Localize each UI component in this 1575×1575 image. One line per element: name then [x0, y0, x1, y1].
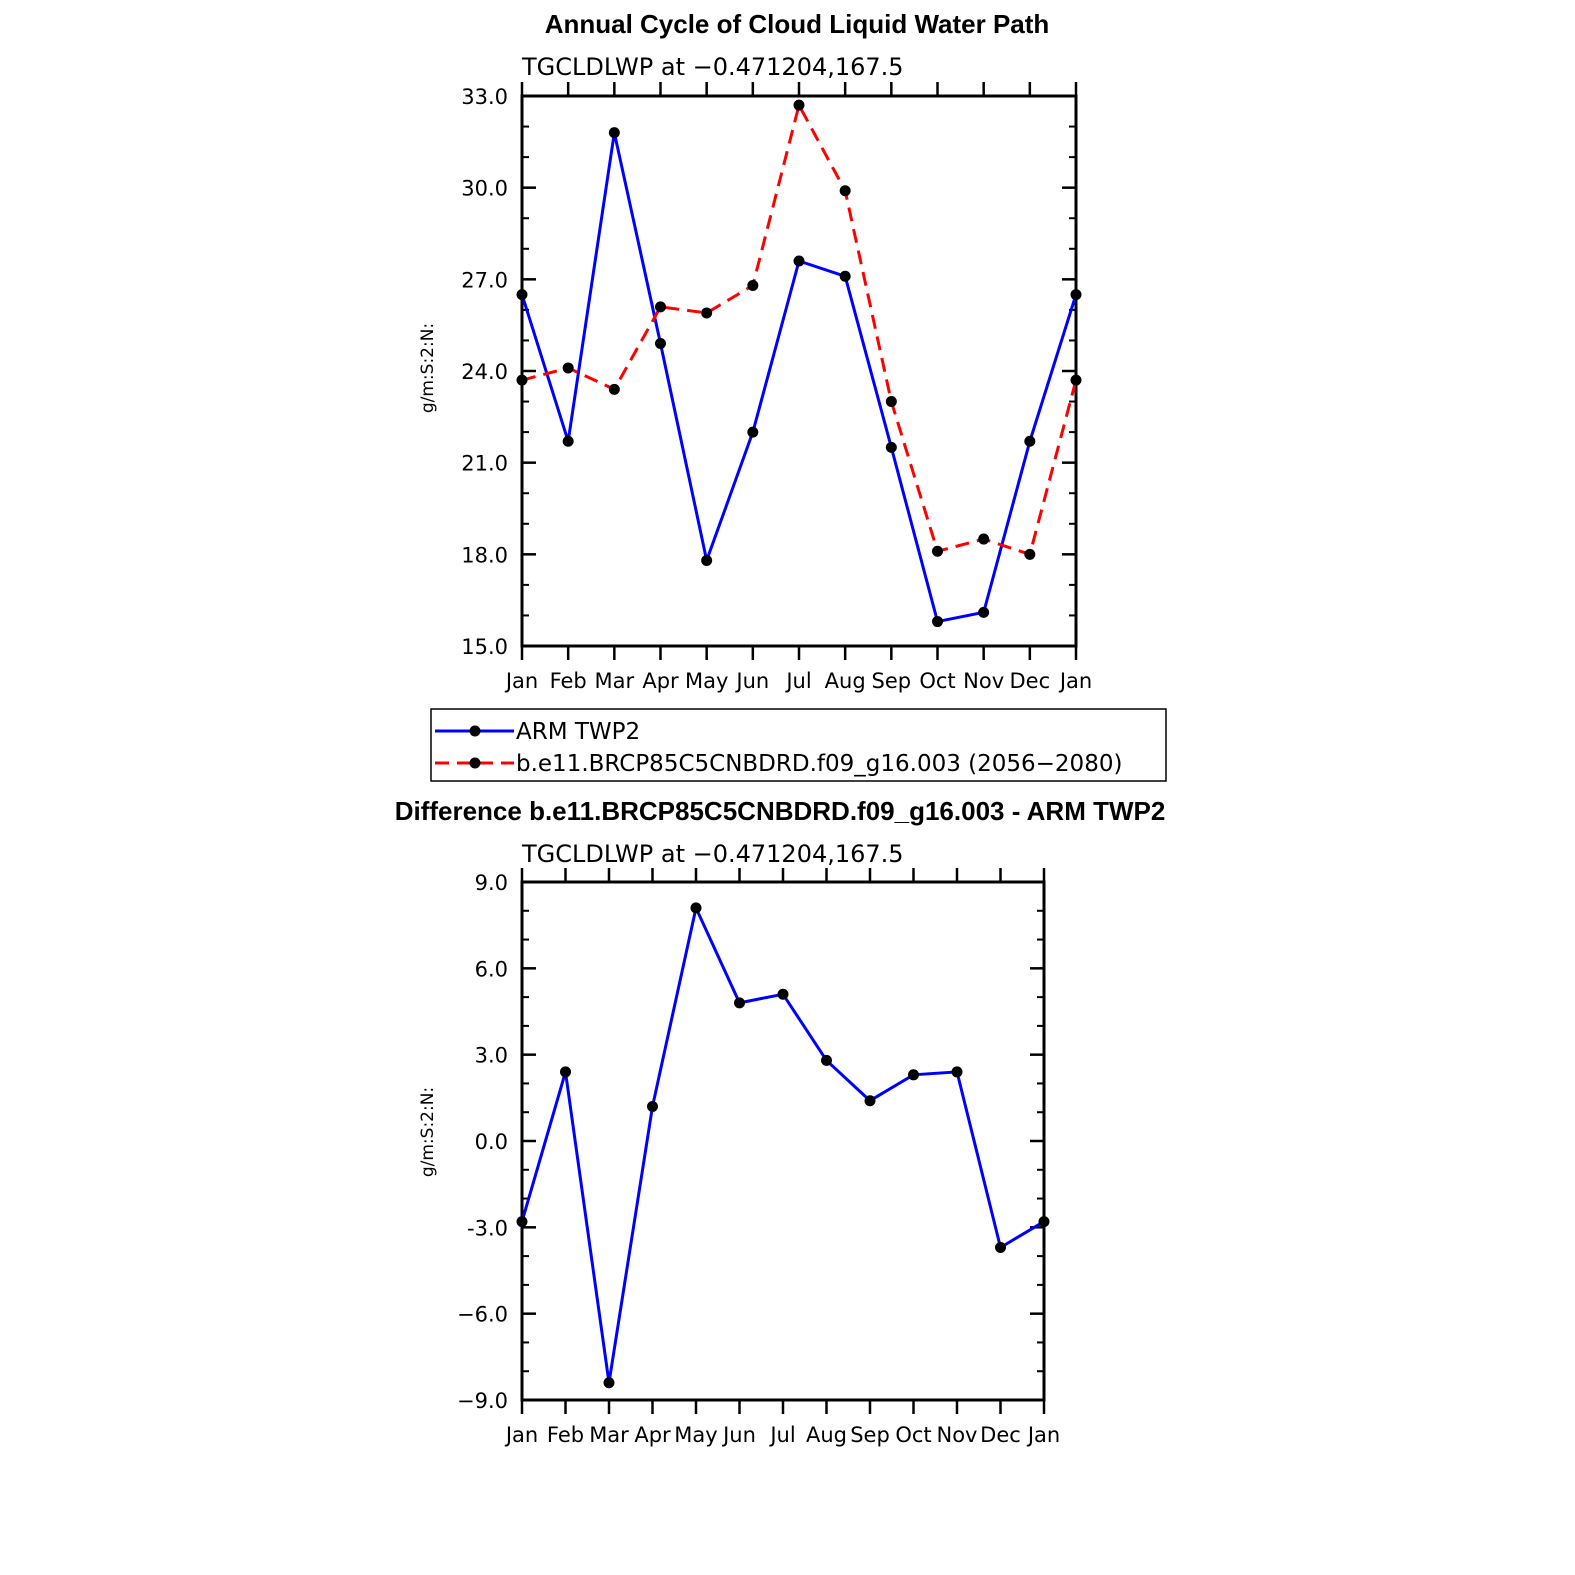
top-plot-frame [520, 94, 1078, 648]
legend-marker-1 [469, 757, 481, 769]
bottom-series-0-point [821, 1054, 832, 1066]
bottom-series-0-point [951, 1066, 963, 1078]
top-series-line-0 [520, 132, 1078, 624]
bottom-xtick-label: Jan [504, 1423, 538, 1447]
legend-label-1: b.e11.BRCP85C5CNBDRD.f09_g16.003 (2056−2… [516, 751, 1122, 777]
bottom-ytick-label: 9.0 [475, 871, 508, 895]
legend-box [430, 708, 1167, 782]
top-series-0-point [1070, 289, 1082, 301]
top-xtick-label: Mar [595, 669, 635, 693]
top-series-0-point [839, 270, 851, 282]
bottom-chart-subtitle: TGCLDLWP at −0.471204,167.5 [521, 840, 904, 868]
bottom-xtick-label: Jun [721, 1423, 756, 1447]
top-series-0-point [562, 435, 574, 447]
bottom-series-0-point [734, 997, 745, 1009]
bottom-series-line-0 [520, 903, 1045, 1383]
bottom-series-0-point [690, 902, 702, 914]
bottom-xtick-label: Dec [980, 1423, 1021, 1447]
top-series-1-point [562, 362, 574, 374]
bottom-series-0-point [516, 1216, 528, 1228]
bottom-series-0-point [777, 988, 789, 1000]
bottom-series-0-point [647, 1100, 658, 1112]
bottom-xtick-label: Mar [589, 1423, 629, 1447]
legend-label-0: ARM TWP2 [516, 719, 640, 745]
top-xtick-label: Aug [825, 669, 866, 693]
top-series-0-point [655, 338, 666, 349]
top-series-1-point [655, 301, 666, 313]
bottom-xtick-label: Nov [937, 1423, 978, 1447]
bottom-ytick-label: −9.0 [457, 1389, 508, 1413]
bottom-series-0-point [864, 1095, 876, 1107]
top-series-0-point [1024, 435, 1036, 447]
top-series-1-point [516, 374, 528, 386]
bottom-series-0-point [560, 1066, 571, 1078]
bottom-ytick-label: -3.0 [467, 1216, 508, 1240]
top-xtick-label: Jun [734, 669, 769, 693]
top-series-1-point [608, 383, 620, 395]
top-xtick-label: Sep [872, 669, 912, 693]
top-series-1-point [885, 396, 897, 408]
bottom-xtick-label: Aug [806, 1423, 847, 1447]
top-series-0-point [885, 441, 897, 453]
bottom-xtick-label: Apr [634, 1423, 671, 1447]
top-series-0-point [608, 127, 620, 139]
top-series-0-point [793, 255, 805, 267]
top-xtick-label: May [685, 669, 728, 693]
bottom-xtick-label: Sep [850, 1423, 890, 1447]
top-ytick-label: 27.0 [461, 268, 508, 292]
top-ytick-label: 15.0 [461, 635, 508, 659]
top-xtick-label: Jan [504, 669, 538, 693]
bottom-chart-title: Difference b.e11.BRCP85C5CNBDRD.f09_g16.… [395, 796, 1166, 826]
top-series-0-point [932, 616, 943, 628]
bottom-series-0-point [603, 1377, 615, 1389]
top-chart-subtitle: TGCLDLWP at −0.471204,167.5 [521, 53, 904, 81]
top-series-0-point [978, 606, 990, 618]
top-series-0-point [701, 554, 713, 566]
top-xtick-label: Nov [963, 669, 1004, 693]
top-xtick-label: Jan [1058, 669, 1092, 693]
bottom-xtick-label: Jan [1026, 1423, 1060, 1447]
bottom-xtick-label: May [674, 1423, 717, 1447]
bottom-series-0-point [1038, 1216, 1050, 1228]
top-xtick-label: Jul [784, 669, 811, 693]
bottom-ytick-label: 3.0 [475, 1044, 508, 1068]
top-series-1-point [701, 307, 713, 319]
top-xtick-label: Feb [550, 669, 587, 693]
top-series-0-point [516, 289, 528, 301]
legend-marker-0 [469, 725, 481, 737]
top-xtick-label: Oct [919, 669, 955, 693]
bottom-series-0-point [908, 1069, 919, 1081]
top-series-0-point [747, 426, 759, 438]
bottom-ytick-label: 0.0 [475, 1130, 508, 1154]
top-ytick-label: 30.0 [461, 177, 508, 201]
bottom-ytick-label: 6.0 [475, 957, 508, 981]
top-series-1-point [978, 533, 990, 545]
top-ytick-label: 18.0 [461, 543, 508, 567]
top-series-1-point [839, 185, 851, 197]
top-xtick-label: Apr [642, 669, 679, 693]
top-chart-title: Annual Cycle of Cloud Liquid Water Path [545, 9, 1050, 39]
top-xtick-label: Dec [1010, 669, 1051, 693]
top-ytick-label: 33.0 [461, 85, 508, 109]
bottom-xtick-label: Jul [768, 1423, 795, 1447]
top-plot-area: 15.0 18.0 21.0 24.0 27.0 30.0 33.0 Jan Feb Mar Apr… [461, 82, 1092, 693]
top-series-1-point [1024, 548, 1036, 560]
top-ytick-label: 21.0 [461, 452, 508, 476]
bottom-xtick-label: Feb [547, 1423, 584, 1447]
bottom-ytick-label: −6.0 [457, 1303, 508, 1327]
bottom-xtick-label: Oct [895, 1423, 931, 1447]
top-series-1-point [747, 279, 759, 291]
top-series-1-point [1070, 374, 1082, 386]
top-series-line-1 [521, 101, 1078, 557]
bottom-chart-ylabel: g/m:S:2:N: [418, 1087, 438, 1177]
top-chart-ylabel: g/m:S:2:N: [418, 323, 438, 413]
top-series-1-point [793, 99, 805, 111]
top-ytick-label: 24.0 [461, 360, 508, 384]
legend: ARM TWP2 b.e11.BRCP85C5CNBDRD.f09_g16.003… [430, 708, 1167, 782]
top-series-1-point [932, 545, 943, 557]
bottom-series-0-point [995, 1241, 1006, 1253]
